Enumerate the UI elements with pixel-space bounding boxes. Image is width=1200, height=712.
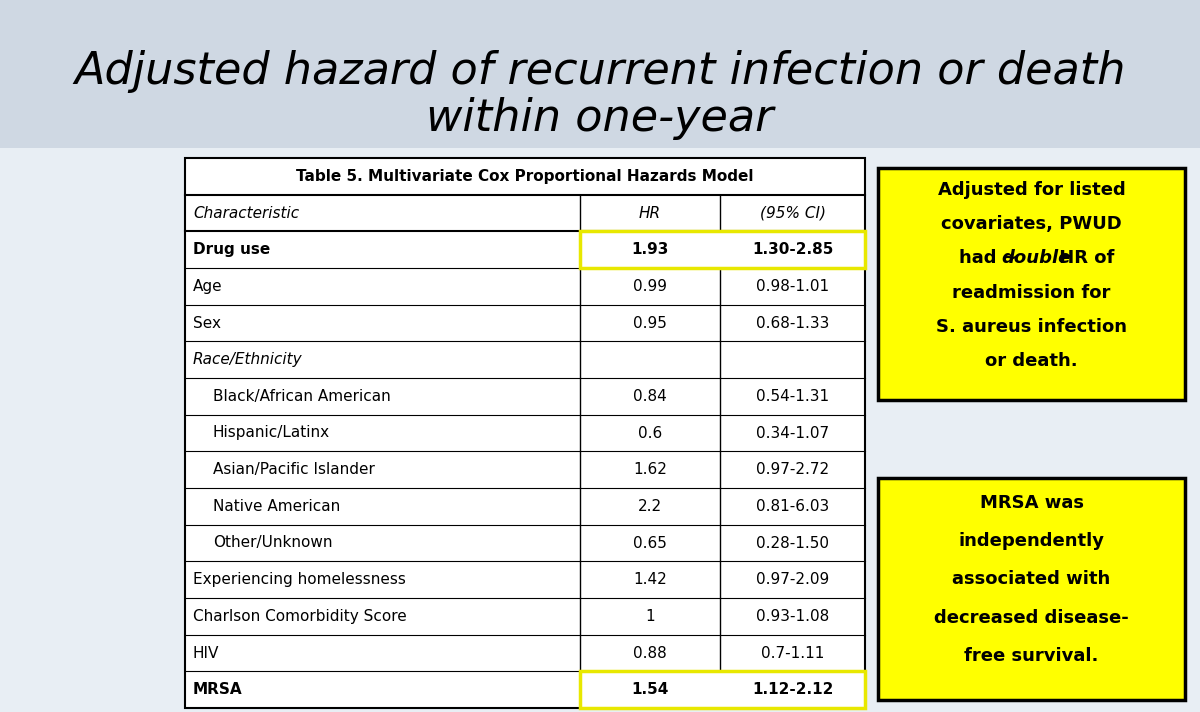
Text: within one-year: within one-year xyxy=(426,97,774,140)
Bar xyxy=(185,158,865,708)
Text: free survival.: free survival. xyxy=(965,647,1099,665)
Text: Black/African American: Black/African American xyxy=(214,389,391,404)
Text: 0.6: 0.6 xyxy=(638,426,662,441)
Text: 0.98-1.01: 0.98-1.01 xyxy=(756,279,829,294)
Text: Drug use: Drug use xyxy=(193,242,270,257)
Text: 1.54: 1.54 xyxy=(631,682,668,697)
Text: Adjusted for listed: Adjusted for listed xyxy=(937,181,1126,199)
Text: 1.62: 1.62 xyxy=(634,462,667,477)
Text: 1.42: 1.42 xyxy=(634,572,667,587)
Text: had ~: had ~ xyxy=(959,249,1018,268)
Text: or death.: or death. xyxy=(985,352,1078,370)
Text: 0.84: 0.84 xyxy=(634,389,667,404)
Text: Hispanic/Latinx: Hispanic/Latinx xyxy=(214,426,330,441)
Bar xyxy=(878,168,1186,400)
Text: Sex: Sex xyxy=(193,315,221,330)
Text: Charlson Comorbidity Score: Charlson Comorbidity Score xyxy=(193,609,407,624)
Bar xyxy=(580,231,865,268)
Text: 0.95: 0.95 xyxy=(634,315,667,330)
Text: Native American: Native American xyxy=(214,499,341,514)
Text: Age: Age xyxy=(193,279,223,294)
Text: Asian/Pacific Islander: Asian/Pacific Islander xyxy=(214,462,374,477)
Text: 1: 1 xyxy=(646,609,655,624)
Text: HR of: HR of xyxy=(1052,249,1114,268)
Text: 2.2: 2.2 xyxy=(638,499,662,514)
Text: S. aureus infection: S. aureus infection xyxy=(936,318,1127,335)
Text: 0.97-2.09: 0.97-2.09 xyxy=(756,572,829,587)
Bar xyxy=(0,0,1200,148)
Text: 1.30-2.85: 1.30-2.85 xyxy=(752,242,833,257)
Text: associated with: associated with xyxy=(953,570,1111,588)
Bar xyxy=(580,671,865,708)
Text: 0.34-1.07: 0.34-1.07 xyxy=(756,426,829,441)
Text: Table 5. Multivariate Cox Proportional Hazards Model: Table 5. Multivariate Cox Proportional H… xyxy=(296,169,754,184)
Text: 0.88: 0.88 xyxy=(634,646,667,661)
Text: 1.12-2.12: 1.12-2.12 xyxy=(752,682,833,697)
Text: 0.28-1.50: 0.28-1.50 xyxy=(756,535,829,550)
Text: 0.99: 0.99 xyxy=(634,279,667,294)
Text: 0.93-1.08: 0.93-1.08 xyxy=(756,609,829,624)
Text: MRSA was: MRSA was xyxy=(979,494,1084,512)
Text: (95% CI): (95% CI) xyxy=(760,206,826,221)
Text: 1.93: 1.93 xyxy=(631,242,668,257)
Text: 0.65: 0.65 xyxy=(634,535,667,550)
Text: HR: HR xyxy=(638,206,661,221)
Text: readmission for: readmission for xyxy=(953,283,1111,301)
Text: decreased disease-: decreased disease- xyxy=(934,609,1129,627)
Text: 0.54-1.31: 0.54-1.31 xyxy=(756,389,829,404)
Text: Other/Unknown: Other/Unknown xyxy=(214,535,332,550)
Text: HIV: HIV xyxy=(193,646,220,661)
Text: Experiencing homelessness: Experiencing homelessness xyxy=(193,572,406,587)
Text: Race/Ethnicity: Race/Ethnicity xyxy=(193,352,302,367)
Text: Adjusted hazard of recurrent infection or death: Adjusted hazard of recurrent infection o… xyxy=(74,50,1126,93)
Text: covariates, PWUD: covariates, PWUD xyxy=(941,215,1122,234)
Text: Characteristic: Characteristic xyxy=(193,206,299,221)
Text: independently: independently xyxy=(959,532,1104,550)
Text: 0.7-1.11: 0.7-1.11 xyxy=(761,646,824,661)
Text: MRSA: MRSA xyxy=(193,682,242,697)
Bar xyxy=(0,148,1200,712)
Text: 0.81-6.03: 0.81-6.03 xyxy=(756,499,829,514)
Text: 0.97-2.72: 0.97-2.72 xyxy=(756,462,829,477)
Text: double: double xyxy=(1002,249,1072,268)
Bar xyxy=(878,478,1186,700)
Text: 0.68-1.33: 0.68-1.33 xyxy=(756,315,829,330)
